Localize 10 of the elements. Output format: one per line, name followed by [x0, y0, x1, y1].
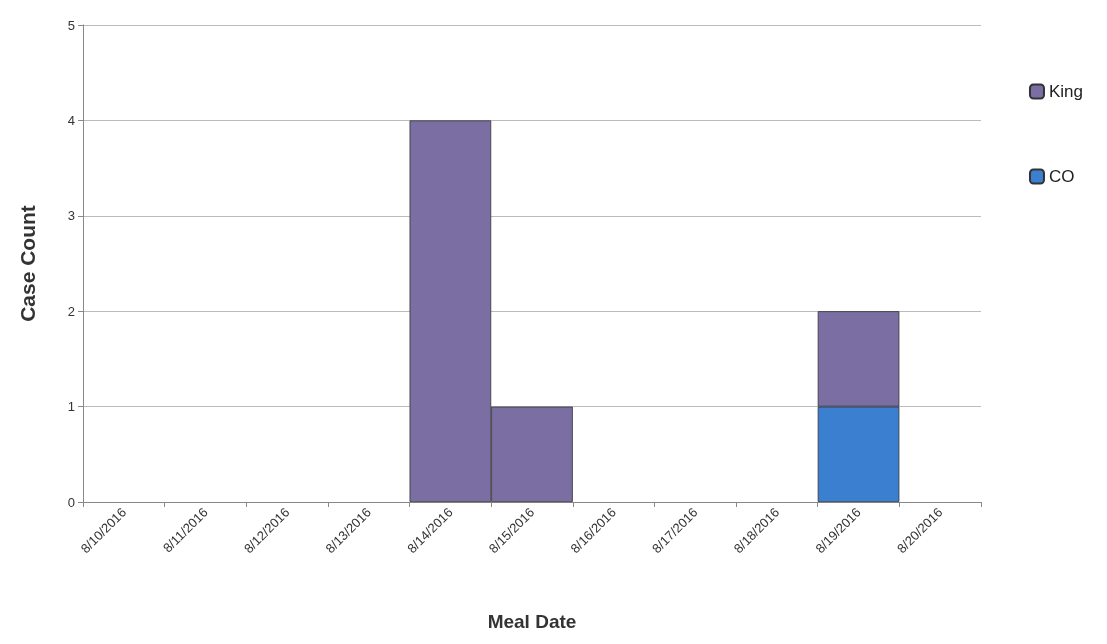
- y-tick-label: 4: [67, 112, 75, 128]
- y-tick-label: 1: [67, 399, 75, 415]
- y-axis-title: Case Count: [16, 205, 39, 322]
- legend-label: CO: [1048, 167, 1075, 186]
- y-tick-label: 2: [67, 303, 75, 319]
- y-tick-label: 5: [67, 17, 75, 33]
- y-tick-label: 3: [67, 208, 75, 224]
- y-tick-label: 0: [67, 494, 75, 510]
- legend-label: King: [1048, 82, 1084, 101]
- x-axis-title: Meal Date: [487, 611, 577, 632]
